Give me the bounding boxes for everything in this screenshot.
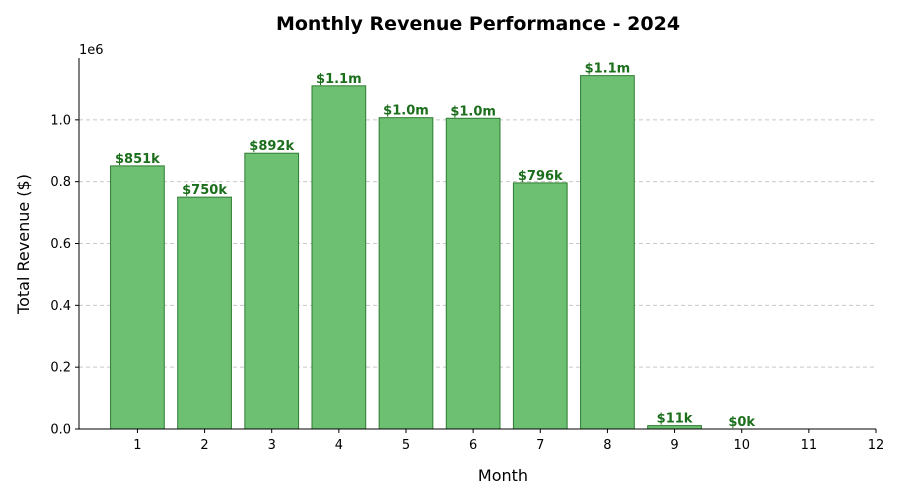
y-tick-label: 0.0 [50,423,71,438]
bar [110,165,165,430]
x-tick-label: 1 [133,438,141,453]
bar-value-label: $851k [115,152,160,167]
x-tick-label: 7 [536,438,544,453]
y-tick-label: 0.4 [50,299,71,314]
y-scale-note: 1e6 [79,43,104,58]
bar-value-label: $796k [518,169,563,184]
x-tick-label: 5 [402,438,410,453]
bar-value-label: $0k [728,415,755,430]
bar [244,152,300,430]
bar-value-label: $1.1m [585,62,631,77]
y-tick-label: 0.8 [50,175,71,190]
x-tick-label: 10 [733,438,750,453]
bar-value-label: $1.0m [383,104,429,119]
axes: 0.00.20.40.60.81.01 2 3 4 5 6 7 8 9 10 11 12 [50,58,884,453]
x-axis-label: Month [478,466,528,485]
bar [580,75,635,430]
x-tick-label: 3 [268,438,276,453]
bar [445,117,501,430]
bars [110,75,702,430]
x-tick-label: 12 [868,438,885,453]
y-tick-label: 0.2 [50,361,71,376]
x-tick-label: 11 [801,438,818,453]
y-tick-label: 1.0 [50,113,71,128]
bar [311,85,367,430]
bar-value-label: $750k [182,183,227,198]
x-tick-label: 9 [670,438,678,453]
bar [378,117,434,430]
bar-value-label: $1.1m [316,72,362,87]
chart-title: Monthly Revenue Performance - 2024 [276,13,680,35]
bar-value-label: $892k [249,139,294,154]
x-tick-label: 2 [200,438,208,453]
x-tick-label: 8 [603,438,611,453]
bar [512,182,568,430]
bar-value-label: $11k [657,412,693,427]
data-labels: $851k $750k $892k $1.1m $1.0m $1.0m $796k $1.1m… [115,62,755,430]
y-tick-label: 0.6 [50,237,71,252]
bar [177,196,232,430]
x-tick-label: 4 [335,438,343,453]
y-axis-label: Total Revenue ($) [14,174,33,315]
x-tick-label: 6 [469,438,477,453]
bar-value-label: $1.0m [450,104,496,119]
